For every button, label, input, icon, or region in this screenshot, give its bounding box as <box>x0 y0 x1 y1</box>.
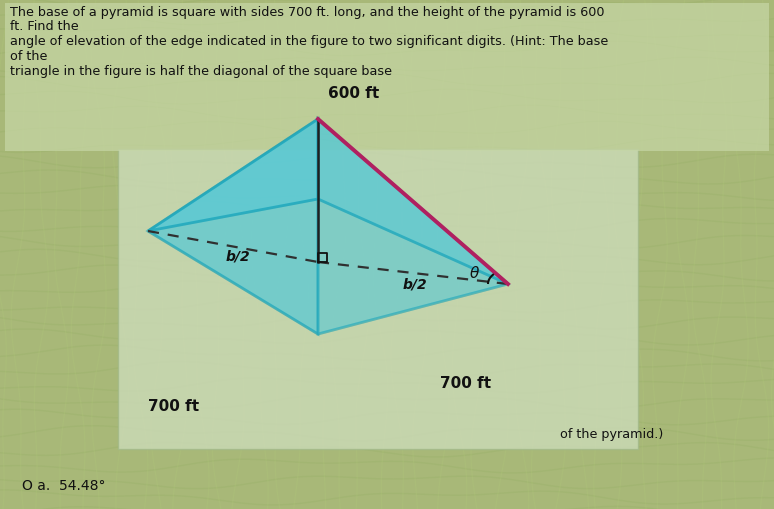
Text: b/2: b/2 <box>402 277 427 291</box>
FancyBboxPatch shape <box>5 3 769 151</box>
Polygon shape <box>148 199 508 334</box>
Text: θ: θ <box>469 267 478 281</box>
Text: of the pyramid.): of the pyramid.) <box>560 428 663 441</box>
FancyBboxPatch shape <box>118 149 638 449</box>
Text: angle of elevation of the edge indicated in the figure to two significant digits: angle of elevation of the edge indicated… <box>10 35 608 48</box>
Text: triangle in the figure is half the diagonal of the square base: triangle in the figure is half the diago… <box>10 65 392 78</box>
Polygon shape <box>318 119 508 284</box>
Polygon shape <box>318 119 508 334</box>
Polygon shape <box>148 119 318 231</box>
Text: 700 ft: 700 ft <box>440 376 491 391</box>
Text: The base of a pyramid is square with sides 700 ft. long, and the height of the p: The base of a pyramid is square with sid… <box>10 6 604 19</box>
Polygon shape <box>148 119 318 334</box>
Text: b/2: b/2 <box>226 249 250 263</box>
Text: O a.  54.48°: O a. 54.48° <box>22 479 105 493</box>
Text: 700 ft: 700 ft <box>148 399 199 414</box>
Text: 600 ft: 600 ft <box>328 86 379 101</box>
Text: ft. Find the: ft. Find the <box>10 20 79 33</box>
Text: of the: of the <box>10 50 47 63</box>
